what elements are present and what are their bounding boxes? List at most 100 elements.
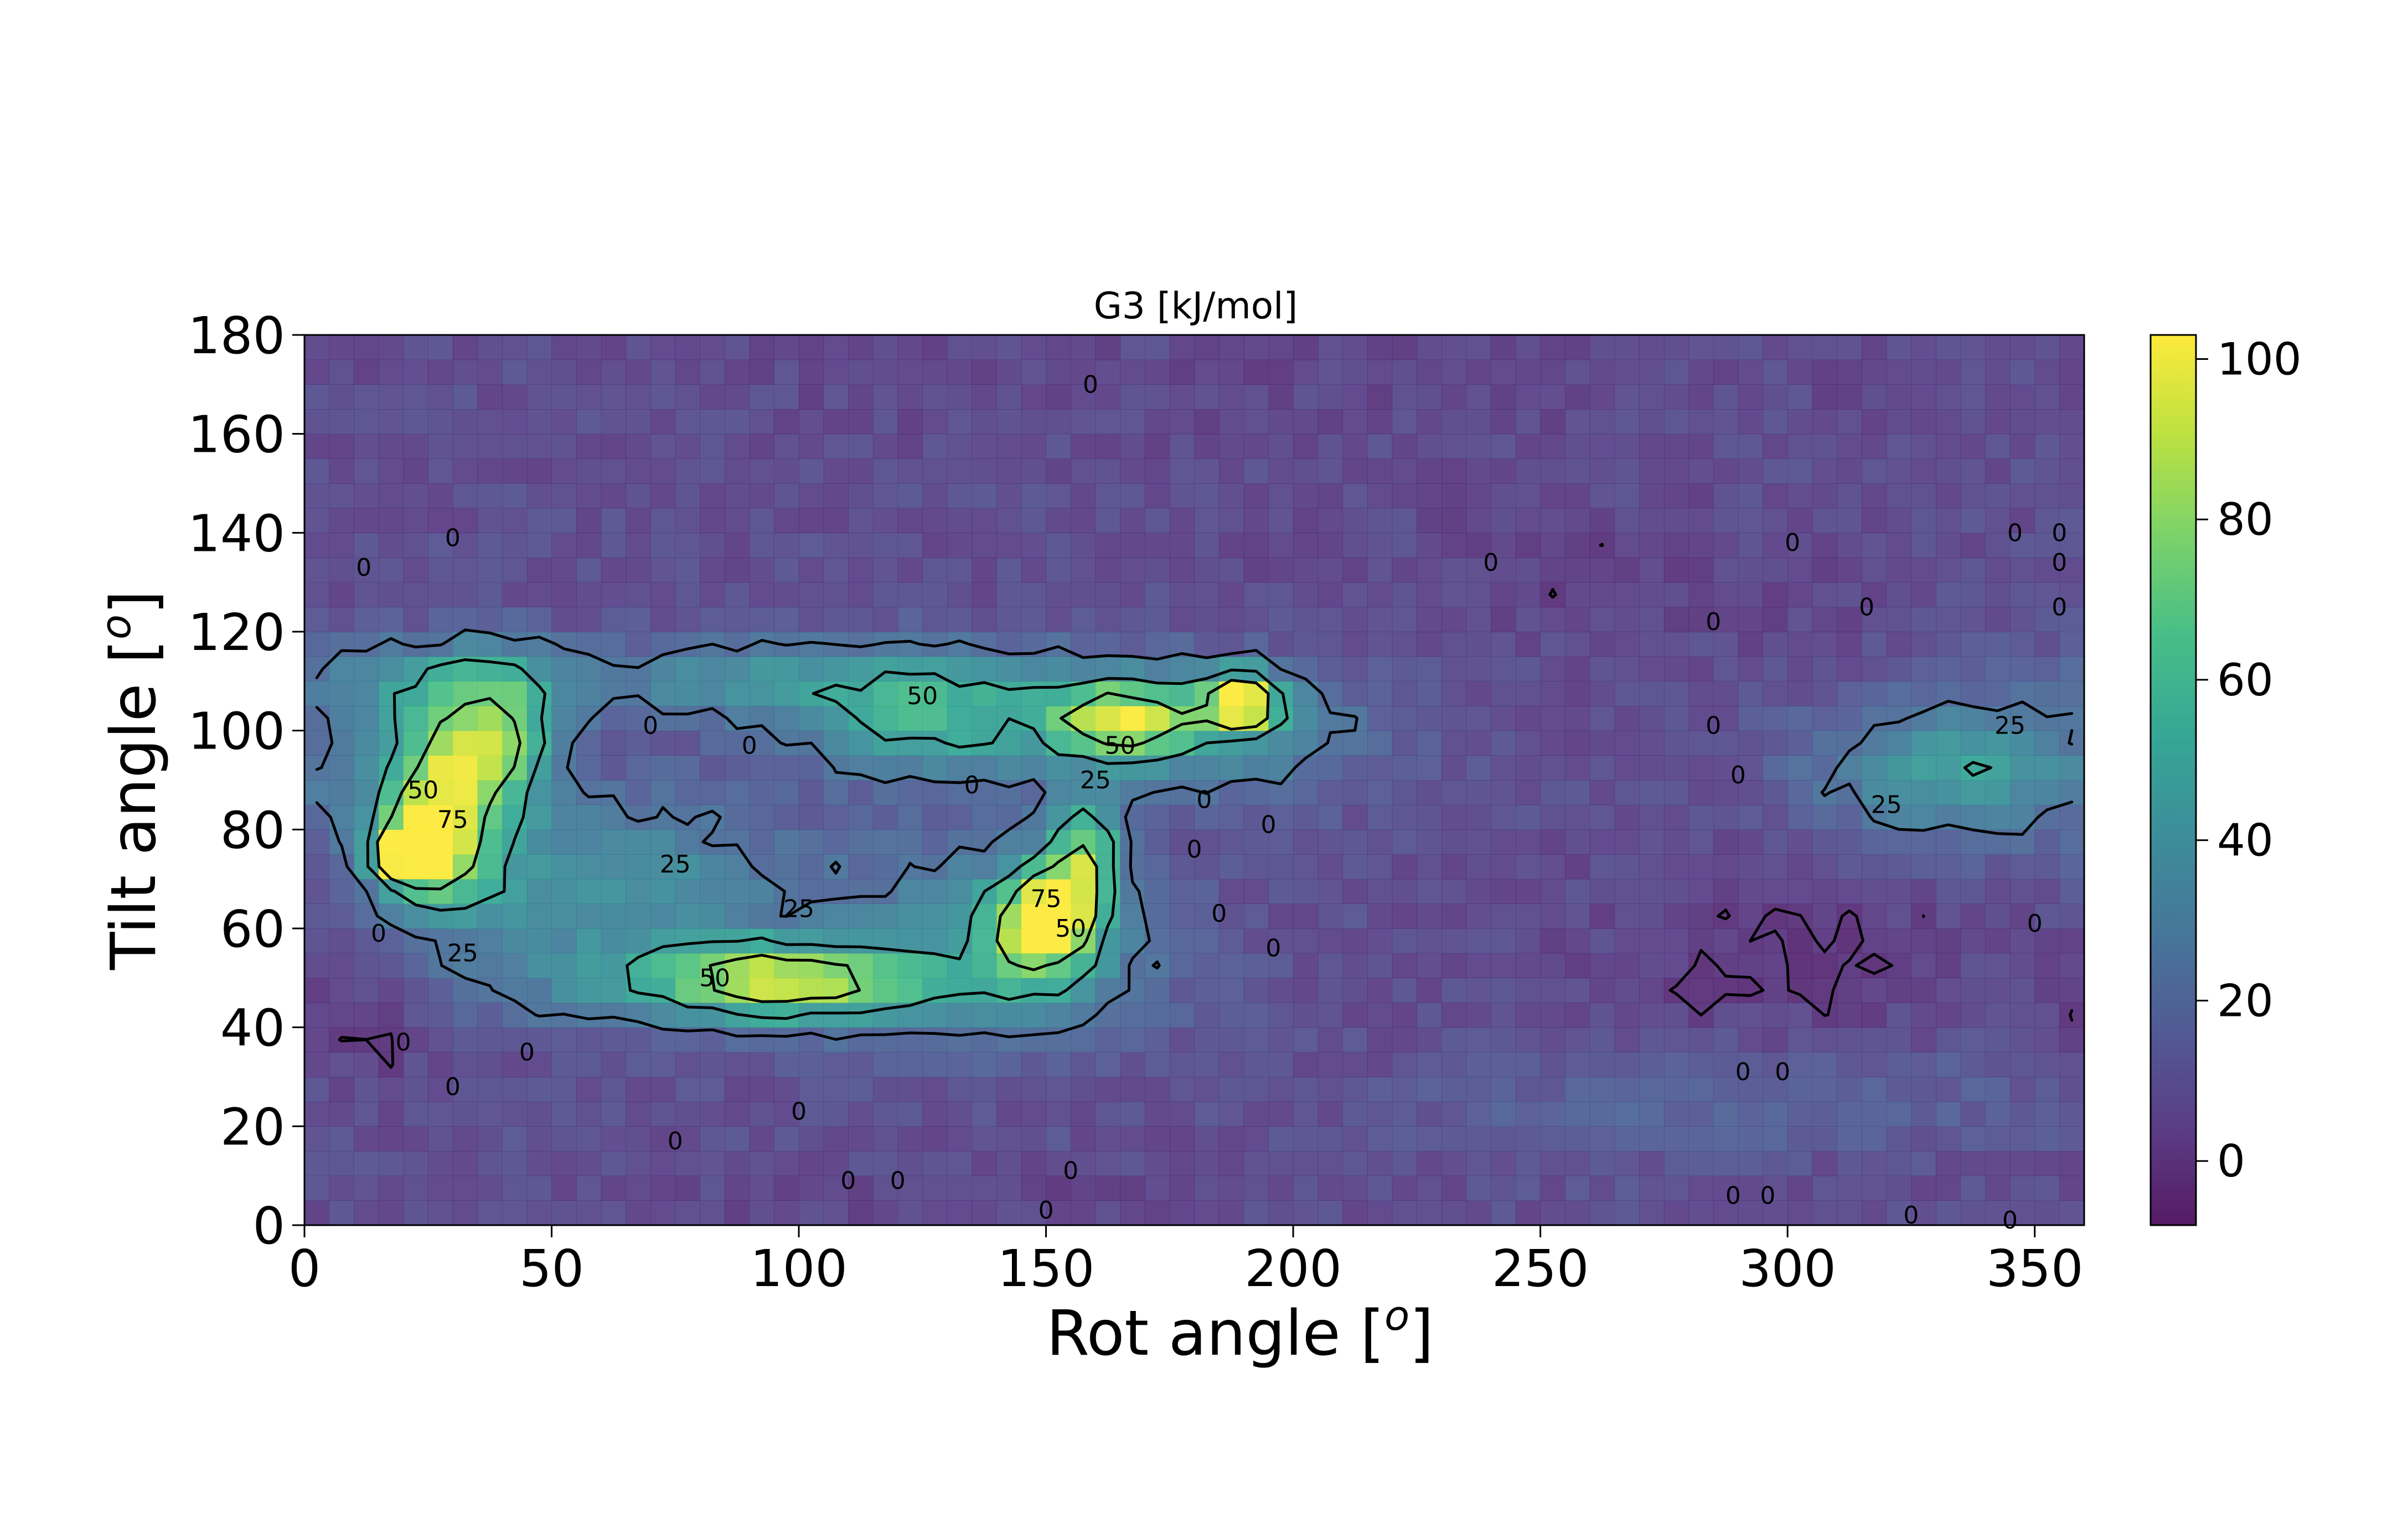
heatmap-cell <box>1342 582 1368 607</box>
heatmap-cell <box>1960 433 1986 459</box>
heatmap-cell <box>1565 1003 1590 1028</box>
heatmap-cell <box>725 582 750 607</box>
heatmap-cell <box>1936 904 1961 929</box>
heatmap-cell <box>1293 359 1319 385</box>
heatmap-cell <box>897 483 923 509</box>
heatmap-cell <box>1095 1052 1121 1077</box>
heatmap-cell <box>2010 433 2035 459</box>
contour-label: 0 <box>1730 761 1746 789</box>
heatmap-cell <box>650 780 676 806</box>
heatmap-cell <box>1293 335 1319 360</box>
heatmap-cell <box>1095 854 1121 880</box>
heatmap-cell <box>947 829 973 855</box>
heatmap-cell <box>1243 433 1269 459</box>
heatmap-cell <box>526 557 552 583</box>
heatmap-cell <box>1738 953 1764 978</box>
heatmap-cell <box>1219 433 1244 459</box>
heatmap-cell <box>848 1126 874 1152</box>
heatmap-cell <box>626 508 651 533</box>
heatmap-cell <box>774 706 799 731</box>
heatmap-cell <box>1639 1175 1665 1201</box>
heatmap-cell <box>1663 829 1689 855</box>
x-axis-ticks: 0 50 100 150 200 250 300 350 <box>288 1225 2083 1298</box>
heatmap-cell <box>2059 483 2085 509</box>
heatmap-cell <box>1095 1027 1121 1052</box>
heatmap-cell <box>2059 953 2085 978</box>
heatmap-cell <box>947 582 973 607</box>
heatmap-cell <box>1392 409 1417 435</box>
heatmap-cell <box>1540 780 1565 806</box>
heatmap-cell <box>1614 1027 1640 1052</box>
heatmap-cell <box>1219 1175 1244 1201</box>
heatmap-cell <box>897 706 923 731</box>
heatmap-cell <box>1515 928 1541 954</box>
heatmap-cell <box>1219 879 1244 904</box>
heatmap-cell <box>304 533 330 558</box>
heatmap-cell <box>1787 953 1813 978</box>
heatmap-cell <box>1466 384 1491 410</box>
heatmap-cell <box>1713 1003 1739 1028</box>
heatmap-cell <box>2034 582 2060 607</box>
heatmap-cell <box>799 1101 824 1127</box>
heatmap-cell <box>774 359 799 385</box>
heatmap-cell <box>1936 483 1961 509</box>
heatmap-cell <box>1392 780 1417 806</box>
contour-label: 0 <box>445 1073 461 1101</box>
heatmap-cell <box>1342 854 1368 880</box>
heatmap-cell <box>848 879 874 904</box>
heatmap-cell <box>2059 508 2085 533</box>
heatmap-cell <box>1911 681 1936 706</box>
heatmap-cell <box>2010 384 2035 410</box>
heatmap-cell <box>1985 854 2011 880</box>
heatmap-cell <box>1145 607 1170 632</box>
heatmap-cell <box>1936 607 1961 632</box>
heatmap-cell <box>1565 557 1590 583</box>
heatmap-cell <box>1392 1003 1417 1028</box>
heatmap-cell <box>329 978 354 1003</box>
heatmap-cell <box>774 804 799 830</box>
heatmap-cell <box>1021 755 1047 781</box>
contour-label: 0 <box>2007 519 2023 547</box>
heatmap-cell <box>774 928 799 954</box>
heatmap-cell <box>2059 409 2085 435</box>
heatmap-cell <box>947 1175 973 1201</box>
heatmap-cell <box>1911 1200 1936 1226</box>
heatmap-cell <box>774 879 799 904</box>
heatmap-cell <box>1169 978 1195 1003</box>
heatmap-cell <box>774 335 799 360</box>
heatmap-cell <box>1021 409 1047 435</box>
heatmap-cell <box>1095 953 1121 978</box>
heatmap-cell <box>996 1003 1022 1028</box>
heatmap-cell <box>1565 433 1590 459</box>
heatmap-cell <box>354 1077 379 1102</box>
heatmap-cell <box>1466 1175 1491 1201</box>
y-tick-label: 60 <box>220 900 285 959</box>
heatmap-cell <box>576 706 602 731</box>
heatmap-cell <box>1367 607 1393 632</box>
heatmap-cell <box>1738 533 1764 558</box>
heatmap-cell <box>1837 706 1862 731</box>
heatmap-cell <box>1021 508 1047 533</box>
heatmap-cell <box>2034 879 2060 904</box>
heatmap-cell <box>1862 1175 1887 1201</box>
heatmap-cell <box>1342 755 1368 781</box>
heatmap-cell <box>799 1027 824 1052</box>
heatmap-cell <box>1095 1101 1121 1127</box>
heatmap-cell <box>626 706 651 731</box>
heatmap-cell <box>972 1101 997 1127</box>
heatmap-cell <box>1663 1126 1689 1152</box>
heatmap-cell <box>551 904 577 929</box>
heatmap-cell <box>601 582 627 607</box>
heatmap-cell <box>1219 335 1244 360</box>
heatmap-cell <box>477 1027 503 1052</box>
heatmap-cell <box>700 1101 725 1127</box>
heatmap-cell <box>601 681 627 706</box>
heatmap-cell <box>502 978 528 1003</box>
contour-label: 0 <box>1775 1058 1790 1086</box>
heatmap-cell <box>1787 632 1813 657</box>
heatmap-cell <box>304 632 330 657</box>
heatmap-cell <box>1540 1151 1565 1176</box>
heatmap-cell <box>2034 1101 2060 1127</box>
heatmap-cell <box>1491 1003 1516 1028</box>
heatmap-cell <box>1713 804 1739 830</box>
